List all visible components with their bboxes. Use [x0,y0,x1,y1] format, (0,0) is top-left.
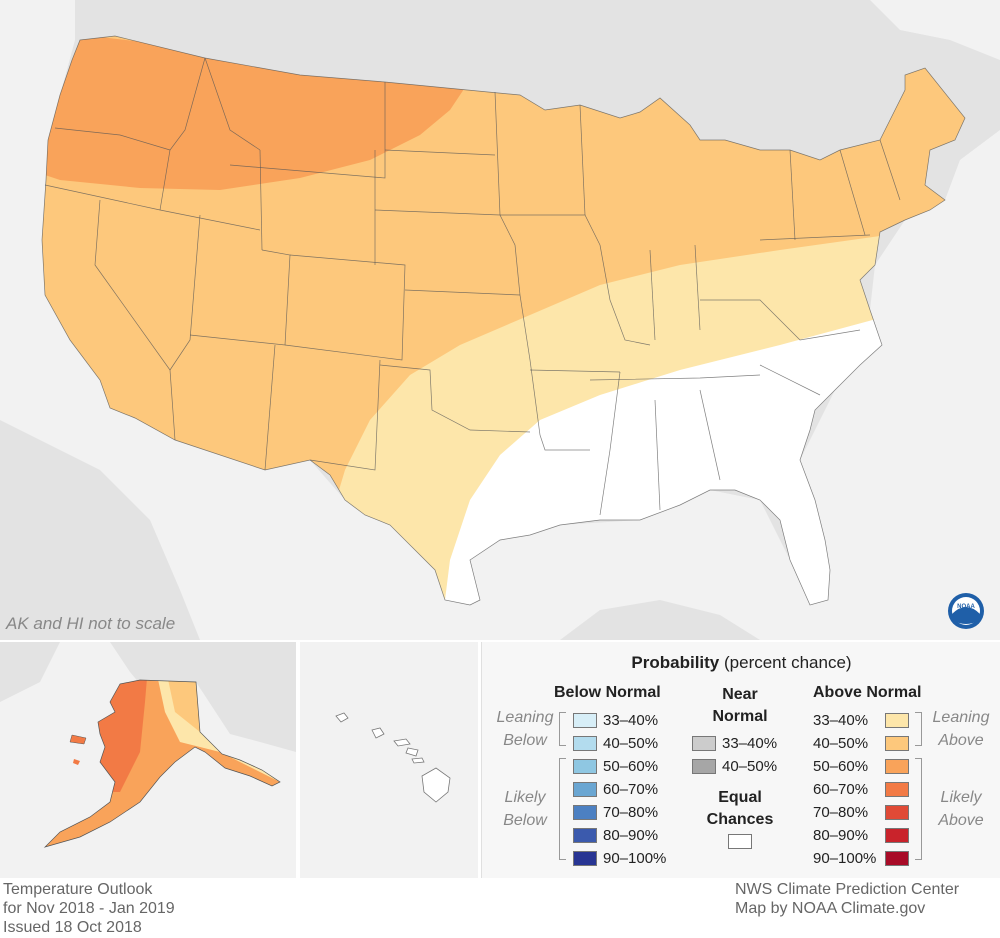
below-normal-label: 50–60% [603,758,659,775]
near-normal-list: 33–40% 40–50% [692,732,777,778]
below-normal-label: 40–50% [603,735,659,752]
below-normal-label: 33–40% [603,712,659,729]
above-normal-swatch [885,713,909,728]
near-normal-item: 40–50% [692,755,777,778]
below-normal-swatch [573,828,597,843]
likely-below-label: Likely Below [503,789,547,829]
near-normal-label: 40–50% [722,758,778,775]
below-normal-item: 80–90% [573,824,666,847]
footer-issued: Issued 18 Oct 2018 [3,919,142,936]
leaning-above-label: Leaning Above [932,709,990,749]
below-normal-swatch [573,736,597,751]
above-normal-label: 80–90% [813,827,869,844]
leaning-below-label: Leaning Below [496,709,554,749]
equal-chances-swatch [728,834,752,849]
legend-title-rest: (percent chance) [724,653,852,672]
noaa-logo-text: NOAA [957,604,975,610]
below-normal-item: 70–80% [573,801,666,824]
footer-left: Temperature Outlook for Nov 2018 - Jan 2… [3,880,175,937]
above-normal-swatch [885,759,909,774]
footer-credit: Map by NOAA Climate.gov [735,900,926,917]
below-normal-list: 33–40% 40–50% 50–60% 60–70% 70–80% 80–90% 90–1… [573,709,666,870]
near-normal-item: 33–40% [692,732,777,755]
above-normal-label: 40–50% [813,735,869,752]
below-normal-label: 70–80% [603,804,659,821]
above-normal-label: 60–70% [813,781,869,798]
legend-title-bold: Probability [631,653,720,672]
equal-chances-header: Equal Chances [700,787,780,831]
below-normal-label: 80–90% [603,827,659,844]
above-normal-header: Above Normal [813,684,922,701]
hawaii-map-graphic [335,712,451,803]
not-to-scale-note: AK and HI not to scale [6,614,176,633]
below-normal-swatch [573,759,597,774]
above-normal-swatch [885,828,909,843]
above-normal-label: 70–80% [813,804,869,821]
below-normal-swatch [573,713,597,728]
leaning-above-bracket [915,712,922,746]
below-normal-item: 90–100% [573,847,666,870]
above-normal-item: 50–60% [813,755,909,778]
below-normal-swatch [573,782,597,797]
above-normal-item: 40–50% [813,732,909,755]
above-normal-swatch [885,736,909,751]
footer-right: NWS Climate Prediction Center Map by NOA… [735,880,959,918]
below-normal-swatch [573,805,597,820]
above-normal-item: 90–100% [813,847,909,870]
likely-above-bracket [915,758,922,860]
near-normal-line1: Near [722,686,758,703]
near-normal-header: Near Normal [700,684,780,728]
conus-map-graphic: NOAA [0,0,1000,640]
above-normal-label: 33–40% [813,712,869,729]
footer-source: NWS Climate Prediction Center [735,881,960,898]
above-normal-swatch [885,782,909,797]
noaa-logo: NOAA [948,593,984,629]
equal-chances-line1: Equal [718,789,762,806]
near-normal-label: 33–40% [722,735,778,752]
legend: Probability (percent chance) Below Norma… [481,642,1000,878]
above-normal-label: 90–100% [813,850,877,867]
near-normal-swatch [692,736,716,751]
above-normal-label: 50–60% [813,758,869,775]
alaska-inset [0,642,296,878]
legend-title: Probability (percent chance) [482,653,1000,673]
likely-above-label: Likely Above [938,789,984,829]
below-normal-label: 90–100% [603,850,667,867]
above-normal-swatch [885,851,909,866]
leaning-below-bracket [559,712,566,746]
below-normal-swatch [573,851,597,866]
above-normal-swatch [885,805,909,820]
below-normal-header: Below Normal [554,684,661,701]
hawaii-inset [300,642,478,878]
below-normal-item: 33–40% [573,709,666,732]
below-normal-item: 60–70% [573,778,666,801]
equal-chances-line2: Chances [706,811,774,828]
below-normal-label: 60–70% [603,781,659,798]
near-normal-line2: Normal [712,708,768,725]
below-normal-item: 40–50% [573,732,666,755]
above-normal-list: 33–40% 40–50% 50–60% 60–70% 70–80% 80–90% 90–1… [813,709,909,870]
footer-title: Temperature Outlook [3,881,153,898]
above-normal-item: 80–90% [813,824,909,847]
above-normal-item: 33–40% [813,709,909,732]
near-normal-swatch [692,759,716,774]
above-normal-item: 70–80% [813,801,909,824]
alaska-map-graphic [0,642,296,878]
below-normal-item: 50–60% [573,755,666,778]
footer-period: for Nov 2018 - Jan 2019 [3,900,175,917]
conus-map: NOAA AK and HI not to scale [0,0,1000,640]
above-normal-item: 60–70% [813,778,909,801]
likely-below-bracket [559,758,566,860]
